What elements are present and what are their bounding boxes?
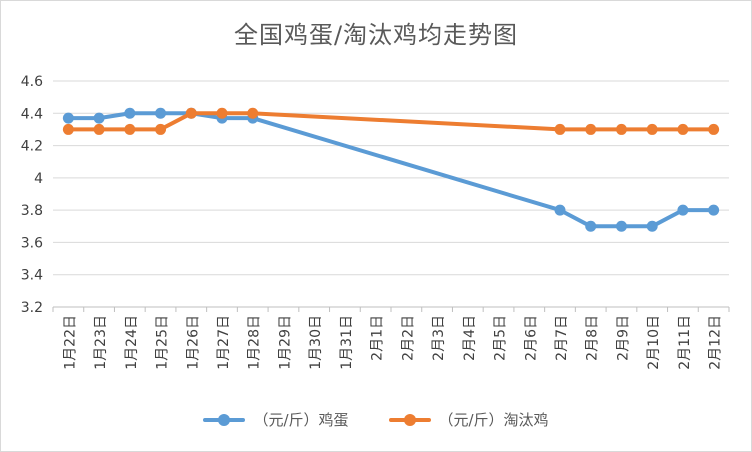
data-point [585, 220, 597, 232]
data-point [216, 107, 228, 119]
data-point [708, 204, 720, 216]
y-tick-label: 4.6 [21, 74, 43, 90]
x-tick-label: 2月3日 [431, 315, 447, 361]
data-point [185, 107, 197, 119]
data-point [677, 204, 689, 216]
x-tick-label: 1月31日 [339, 315, 355, 370]
legend-item-culled-hen: （元/斤）淘汰鸡 [388, 409, 549, 430]
data-point [93, 112, 105, 124]
legend-swatch-culled-hen [388, 413, 431, 427]
x-tick-label: 2月1日 [370, 315, 386, 361]
y-tick-label: 3.8 [21, 203, 43, 219]
x-tick-label: 1月26日 [185, 315, 201, 370]
data-point [646, 123, 658, 135]
data-point [124, 107, 136, 119]
data-point [585, 123, 597, 135]
y-tick-label: 4 [34, 171, 43, 187]
data-point [93, 123, 105, 135]
data-point [124, 123, 136, 135]
x-tick-label: 2月9日 [615, 315, 631, 361]
data-point [62, 112, 74, 124]
x-tick-label: 1月22日 [62, 315, 78, 370]
chart-title: 全国鸡蛋/淘汰鸡均走势图 [233, 21, 519, 49]
data-point [615, 220, 627, 232]
data-point [247, 107, 259, 119]
legend-label-culled-hen: （元/斤）淘汰鸡 [438, 411, 549, 429]
legend-item-egg: （元/斤）鸡蛋 [203, 409, 349, 430]
x-tick-label: 2月7日 [554, 315, 570, 361]
legend-swatch-egg [203, 413, 246, 427]
x-tick-label: 2月8日 [585, 315, 601, 361]
data-point [646, 220, 658, 232]
data-point [615, 123, 627, 135]
x-tick-label: 2月5日 [493, 315, 509, 361]
y-tick-label: 3.4 [21, 268, 43, 284]
line-chart: 3.2 3.4 3.6 3.8 4 4.2 4.4 4.6 1月22日 1月23日 1月24日 1月2… [21, 74, 730, 370]
data-point [554, 204, 566, 216]
y-tick-label: 3.6 [21, 235, 43, 251]
x-tick-label: 2月2日 [400, 315, 416, 361]
x-tick-label: 2月11日 [677, 315, 693, 370]
y-tick-label: 3.2 [21, 300, 43, 316]
x-tick-label: 1月30日 [308, 315, 324, 370]
x-tick-label: 1月23日 [93, 315, 109, 370]
data-point [155, 123, 167, 135]
x-tick-label: 1月27日 [216, 315, 232, 370]
y-tick-label: 4.2 [21, 139, 43, 155]
legend-label-egg: （元/斤）鸡蛋 [253, 411, 349, 429]
x-tick-label: 1月25日 [155, 315, 171, 370]
x-tick-label: 1月29日 [277, 315, 293, 370]
x-tick-label: 1月28日 [247, 315, 263, 370]
data-point [677, 123, 689, 135]
data-point [155, 107, 167, 119]
data-point [554, 123, 566, 135]
x-tick-label: 2月10日 [646, 315, 662, 370]
x-tick-label: 2月6日 [523, 315, 539, 361]
data-point [708, 123, 720, 135]
legend: （元/斤）鸡蛋 （元/斤）淘汰鸡 [1, 409, 751, 430]
data-point [62, 123, 74, 135]
x-tick-label: 2月4日 [462, 315, 478, 361]
y-tick-label: 4.4 [21, 106, 43, 122]
x-tick-label: 2月12日 [708, 315, 724, 370]
x-tick-label: 1月24日 [124, 315, 140, 370]
